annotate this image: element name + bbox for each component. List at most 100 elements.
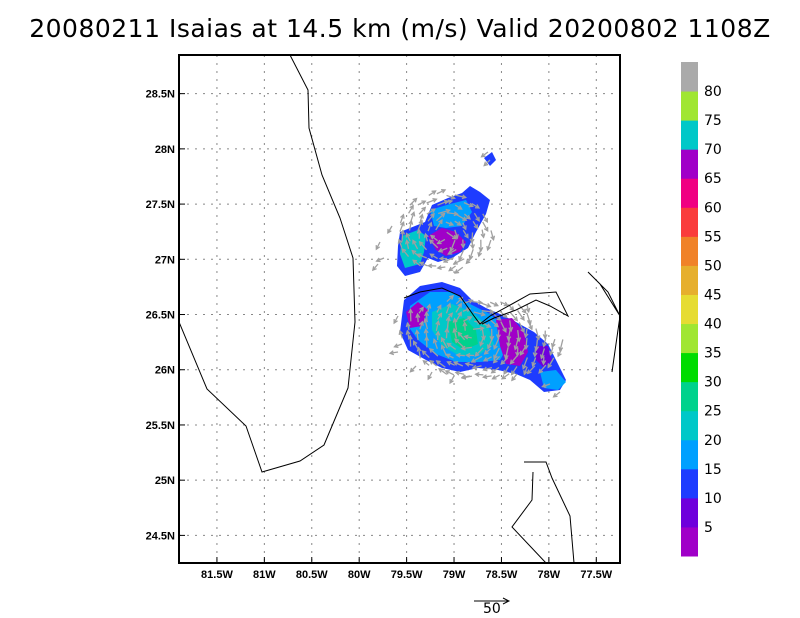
map-frame [178, 54, 621, 564]
lat-lon-grid [179, 55, 620, 563]
wind-vector-arrow [481, 309, 495, 315]
wind-vector-arrow [558, 339, 564, 352]
wind-vector-arrow [446, 360, 456, 366]
wind-vector-arrow [464, 361, 474, 367]
wind-vector-arrow [473, 311, 487, 317]
wind-vector-arrow [400, 229, 406, 242]
wind-vector-arrow [375, 241, 381, 251]
colorbar-segment [681, 207, 698, 237]
wind-vector-arrow [424, 335, 430, 348]
wind-vector-arrow [483, 159, 491, 167]
wind-vector-arrow [523, 337, 529, 350]
wind-vector-arrow [438, 368, 448, 375]
wind-vector-arrow [444, 199, 454, 205]
colorbar-segment [681, 62, 698, 92]
wind-vector-arrow [470, 355, 483, 363]
wind-vector-arrow [454, 229, 459, 240]
wind-vector-arrow [422, 360, 430, 366]
wind-vector-arrow [401, 247, 410, 257]
wind-vector-arrow [436, 238, 446, 245]
wind-vector-arrow [397, 238, 403, 248]
wind-vector-arrow [446, 294, 455, 303]
wind-vector-arrow [492, 355, 501, 364]
wind-vector-arrow [449, 375, 455, 385]
wind-vector-arrow [418, 240, 428, 251]
wind-vector-arrow [426, 303, 432, 313]
wind-vector-arrow [549, 347, 554, 356]
colorbar-label: 75 [704, 113, 722, 129]
wind-vector-arrow [458, 249, 465, 262]
wind-vector-arrow [557, 348, 563, 358]
lon-tick-label: 81.5W [201, 569, 233, 581]
wind-vector-arrow [428, 239, 439, 249]
colorbar-segment [681, 294, 698, 325]
lon-tick-label: 78.5W [486, 569, 518, 581]
wind-vector-arrow [454, 266, 464, 274]
wind-vector-arrow [463, 334, 472, 340]
coastline-andros [511, 461, 575, 563]
lat-tick-label: 25.5N [146, 420, 175, 432]
wind-vector-arrow [419, 213, 424, 223]
wind-vector-arrow [416, 346, 422, 359]
wind-vector-arrow [452, 317, 458, 330]
wind-vector-arrow [404, 239, 410, 249]
wind-vector-arrow [500, 301, 509, 307]
longitude-labels: 81.5W 81W 80.5W 80W 79.5W 79W 78.5W 78W 77.5W [201, 557, 613, 581]
wind-vector-arrow [471, 364, 482, 370]
wind-vector-arrow [428, 347, 439, 357]
wind-vector-arrow [408, 204, 414, 214]
wind-vector-arrow [415, 312, 421, 323]
wind-vector-arrow [405, 232, 411, 242]
wind-vector-arrow [471, 203, 481, 209]
colorbar-label: 55 [704, 229, 722, 245]
wind-vector-arrow [429, 253, 438, 260]
colorbar-segment [681, 381, 698, 412]
wind-vector-arrow [477, 248, 483, 258]
wind-vector-arrow [527, 319, 533, 331]
wind-vector-arrow [465, 256, 473, 265]
wind-vector-arrow [531, 357, 537, 368]
wind-vector-arrow [482, 213, 488, 224]
coastline-abaco [587, 271, 620, 373]
colorbar-label: 30 [704, 375, 722, 391]
wind-vector-arrow [474, 372, 484, 377]
wind-vector-arrow [412, 340, 419, 349]
wind-vector-arrow [500, 373, 510, 380]
wind-vector-arrow [454, 220, 462, 226]
wind-vector-arrow [480, 321, 492, 328]
lon-tick-label: 80W [348, 569, 371, 581]
wind-vector-arrow [489, 301, 499, 307]
wind-vector-arrow [436, 212, 446, 222]
wind-vector-arrow [547, 357, 555, 369]
map-panel [179, 55, 620, 563]
wind-vector-arrow [429, 359, 438, 367]
wind-vector-arrow [440, 336, 448, 349]
wind-vector-arrow [437, 312, 443, 320]
wind-vector-arrow [522, 357, 528, 370]
wind-vector-arrow [429, 234, 438, 242]
wind-vector-arrow [503, 347, 509, 360]
wind-vector-arrow [525, 304, 531, 314]
wind-vector-arrow [486, 239, 492, 252]
wind-vector-arrow [455, 352, 465, 358]
reference-vector: 50 [474, 597, 511, 617]
colorbar-label: 10 [704, 491, 722, 507]
wind-vector-arrow [552, 391, 561, 398]
colorbar-label: 35 [704, 346, 722, 362]
wind-vector-arrow [426, 208, 437, 215]
wind-vector-arrow [435, 218, 443, 231]
colorbar-label: 25 [704, 404, 722, 420]
wind-vector-arrow [409, 365, 417, 373]
lon-tick-label: 77.5W [580, 569, 612, 581]
wind-vector-arrow [508, 320, 514, 333]
wind-vector-arrow [463, 202, 474, 208]
wind-vector-arrow [452, 327, 458, 339]
wind-vector-arrow [407, 334, 413, 347]
wind-vector-arrow [427, 221, 433, 232]
lat-tick-label: 27N [155, 254, 175, 266]
wind-vector-arrow [427, 371, 433, 381]
wind-vector-arrow [445, 353, 454, 359]
lon-tick-label: 79.5W [391, 569, 423, 581]
wind-vector-arrow [487, 339, 493, 350]
wind-vector-arrow [541, 383, 551, 388]
